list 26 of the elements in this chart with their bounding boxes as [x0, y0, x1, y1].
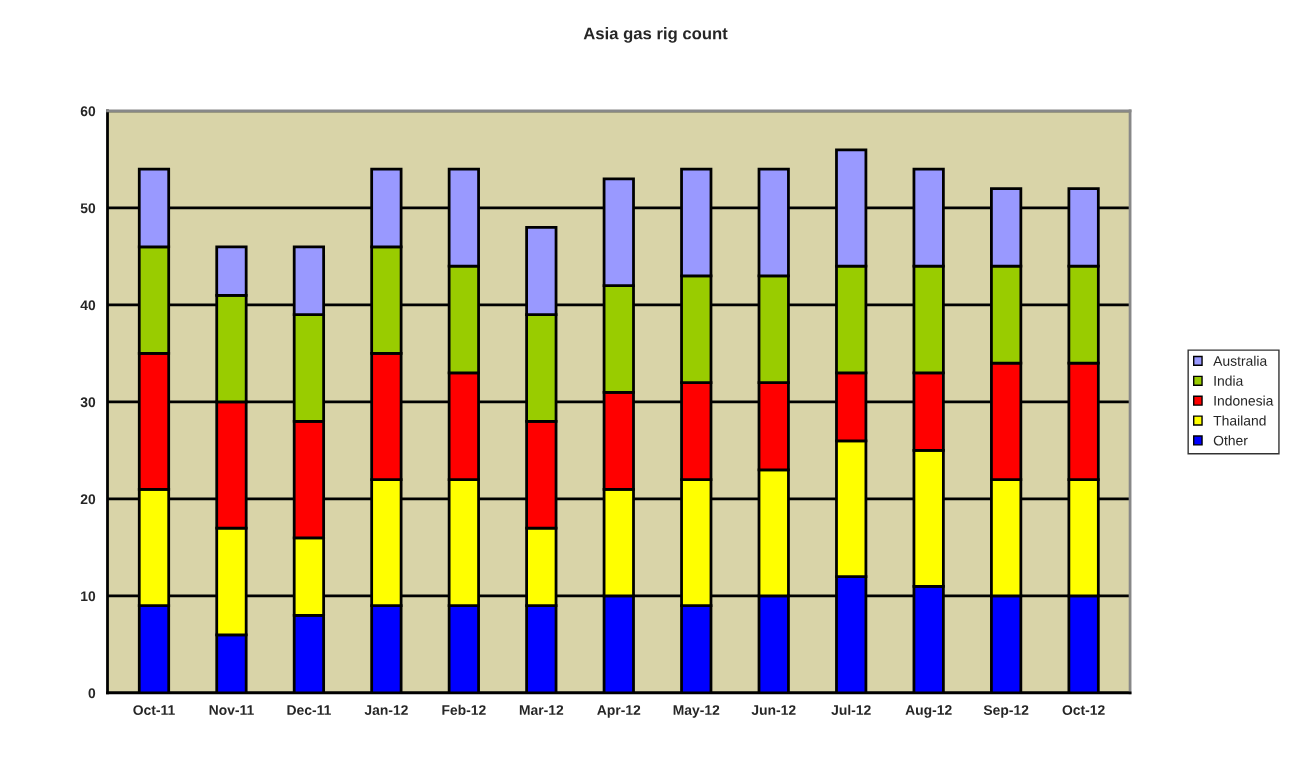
x-tick-label: Jul-12 — [831, 704, 871, 715]
x-tick-label: May-12 — [673, 705, 720, 718]
legend-label: India — [1214, 375, 1244, 386]
y-tick-label: 60 — [80, 106, 96, 117]
x-tick-label: Oct-12 — [1062, 705, 1105, 715]
legend-label: Other — [1213, 435, 1248, 446]
x-tick-label: Jun-12 — [751, 705, 796, 715]
y-tick-label: 10 — [81, 591, 96, 602]
x-tick-label: Feb-12 — [442, 704, 486, 715]
x-tick-label: Apr-12 — [597, 705, 641, 718]
x-tick-label: Aug-12 — [905, 705, 952, 718]
y-tick-label: 20 — [80, 494, 96, 505]
legend-label: Thailand — [1213, 415, 1266, 426]
y-tick-label: 0 — [88, 688, 96, 699]
x-tick-label: Mar-12 — [519, 705, 564, 715]
x-tick-label: Nov-11 — [209, 705, 254, 715]
y-tick-label: 40 — [80, 300, 96, 311]
y-tick-label: 30 — [80, 397, 96, 408]
legend-label: Australia — [1213, 355, 1268, 366]
chart-title: Asia gas rig count — [583, 27, 728, 43]
x-tick-label: Oct-11 — [133, 705, 175, 715]
x-tick-label: Sep-12 — [983, 705, 1029, 718]
x-tick-label: Dec-11 — [287, 705, 331, 715]
x-tick-label: Jan-12 — [364, 705, 408, 715]
y-tick-label: 50 — [80, 203, 96, 214]
legend-label: Indonesia — [1214, 395, 1274, 406]
